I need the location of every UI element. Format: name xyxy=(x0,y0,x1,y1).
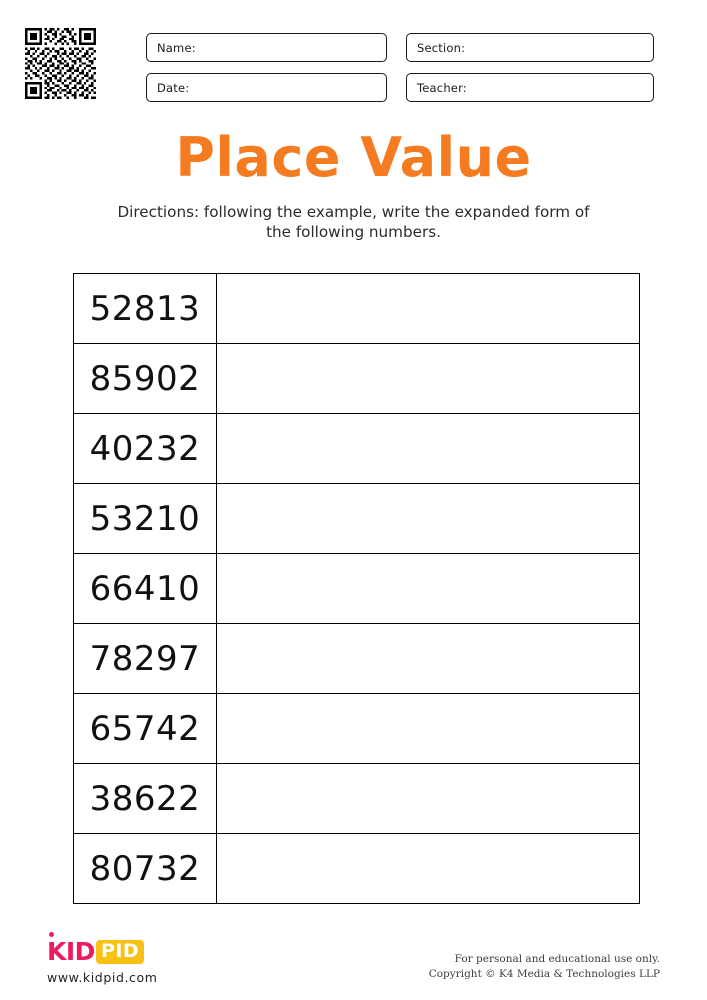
name-field-label: Name: xyxy=(157,40,196,55)
table-row: 66410 xyxy=(73,553,640,624)
qr-code-icon xyxy=(25,28,96,99)
section-field[interactable]: Section: xyxy=(406,33,654,62)
logo-pid-text: PID xyxy=(95,939,145,964)
name-field[interactable]: Name: xyxy=(146,33,387,62)
number-cell: 66410 xyxy=(73,553,217,624)
website-url[interactable]: www.kidpid.com xyxy=(47,970,158,985)
table-body: 52813 85902 40232 53210 66410 78297 6574… xyxy=(73,273,640,904)
worksheet-footer: KID PID www.kidpid.com For personal and … xyxy=(0,930,707,1000)
table-row: 40232 xyxy=(73,413,640,484)
logo-mark: KID PID xyxy=(47,932,158,965)
answer-cell[interactable] xyxy=(216,273,640,344)
worksheet-header: Name: Date: Section: Teacher: xyxy=(0,0,707,120)
table-row: 65742 xyxy=(73,693,640,764)
answer-cell[interactable] xyxy=(216,413,640,484)
number-cell: 53210 xyxy=(73,483,217,554)
section-field-label: Section: xyxy=(417,40,466,55)
table-row: 52813 xyxy=(73,273,640,344)
number-cell: 80732 xyxy=(73,833,217,904)
teacher-field-label: Teacher: xyxy=(417,80,467,95)
place-value-table: 52813 85902 40232 53210 66410 78297 6574… xyxy=(73,273,640,904)
directions-text: Directions: following the example, write… xyxy=(117,203,590,242)
answer-cell[interactable] xyxy=(216,763,640,834)
page-title: Place Value xyxy=(175,126,532,189)
table-row: 53210 xyxy=(73,483,640,554)
person-figure-icon xyxy=(49,932,54,937)
copyright-line-2: Copyright © K4 Media & Technologies LLP xyxy=(428,968,660,981)
table-row: 38622 xyxy=(73,763,640,834)
answer-cell[interactable] xyxy=(216,623,640,694)
number-cell: 78297 xyxy=(73,623,217,694)
number-cell: 40232 xyxy=(73,413,217,484)
copyright-block: For personal and educational use only. C… xyxy=(429,952,660,982)
date-field-label: Date: xyxy=(157,80,190,95)
copyright-line-1: For personal and educational use only. xyxy=(454,953,660,965)
table-row: 78297 xyxy=(73,623,640,694)
date-field[interactable]: Date: xyxy=(146,73,387,102)
answer-cell[interactable] xyxy=(216,483,640,554)
answer-cell[interactable] xyxy=(216,693,640,764)
answer-cell[interactable] xyxy=(216,833,640,904)
answer-cell[interactable] xyxy=(216,553,640,624)
logo-kid-text: KID xyxy=(47,932,95,964)
number-cell: 52813 xyxy=(73,273,217,344)
table-row: 80732 xyxy=(73,833,640,904)
kidpid-logo[interactable]: KID PID www.kidpid.com xyxy=(47,932,158,985)
number-cell: 38622 xyxy=(73,763,217,834)
table-row: 85902 xyxy=(73,343,640,414)
number-cell: 65742 xyxy=(73,693,217,764)
number-cell: 85902 xyxy=(73,343,217,414)
teacher-field[interactable]: Teacher: xyxy=(406,73,654,102)
answer-cell[interactable] xyxy=(216,343,640,414)
